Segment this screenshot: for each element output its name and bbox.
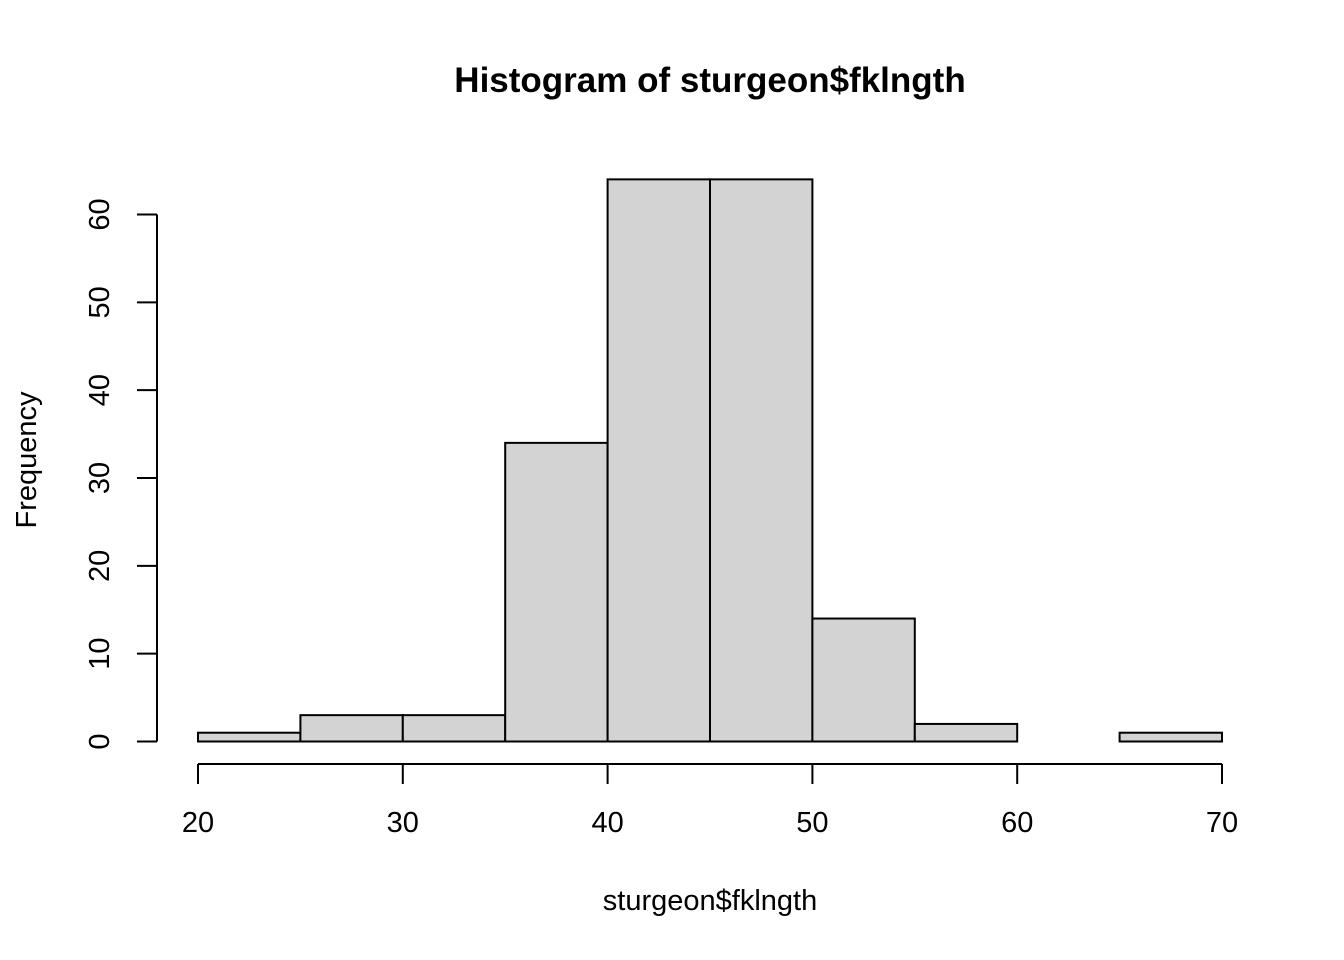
x-tick-label-20: 20 [182, 807, 214, 839]
y-axis: 0 10 20 30 40 50 60 [84, 198, 158, 750]
histogram-bar-55-60 [913, 722, 1019, 743]
x-tick-label-30: 30 [387, 807, 419, 839]
histogram-bar-40-45 [606, 178, 711, 743]
histogram-bar-30-35 [401, 714, 507, 743]
y-tick-label-20: 20 [84, 550, 116, 582]
x-tick-label-40: 40 [591, 807, 623, 839]
x-tick-label-60: 60 [1001, 807, 1033, 839]
y-tick-label-10: 10 [84, 638, 116, 670]
histogram-bar-45-50 [709, 178, 814, 743]
histogram-bar-35-40 [504, 441, 609, 743]
x-axis: 20 30 40 50 60 70 [182, 763, 1238, 839]
bars-layer [197, 178, 1223, 743]
x-tick-label-50: 50 [796, 807, 828, 839]
y-tick-label-60: 60 [84, 198, 116, 230]
histogram-bar-50-55 [811, 617, 916, 743]
histogram-bar-20-25 [197, 731, 302, 743]
histogram-bar-25-30 [299, 714, 404, 743]
y-axis-label: Frequency [11, 391, 43, 529]
x-axis-label: sturgeon$fklngth [603, 885, 817, 917]
x-tick-label-70: 70 [1206, 807, 1238, 839]
y-tick-label-50: 50 [84, 286, 116, 318]
y-tick-label-0: 0 [84, 733, 116, 749]
histogram-bar-65-70 [1118, 731, 1223, 743]
chart-title: Histogram of sturgeon$fklngth [454, 61, 965, 100]
y-tick-label-40: 40 [84, 374, 116, 406]
y-tick-label-30: 30 [84, 462, 116, 494]
